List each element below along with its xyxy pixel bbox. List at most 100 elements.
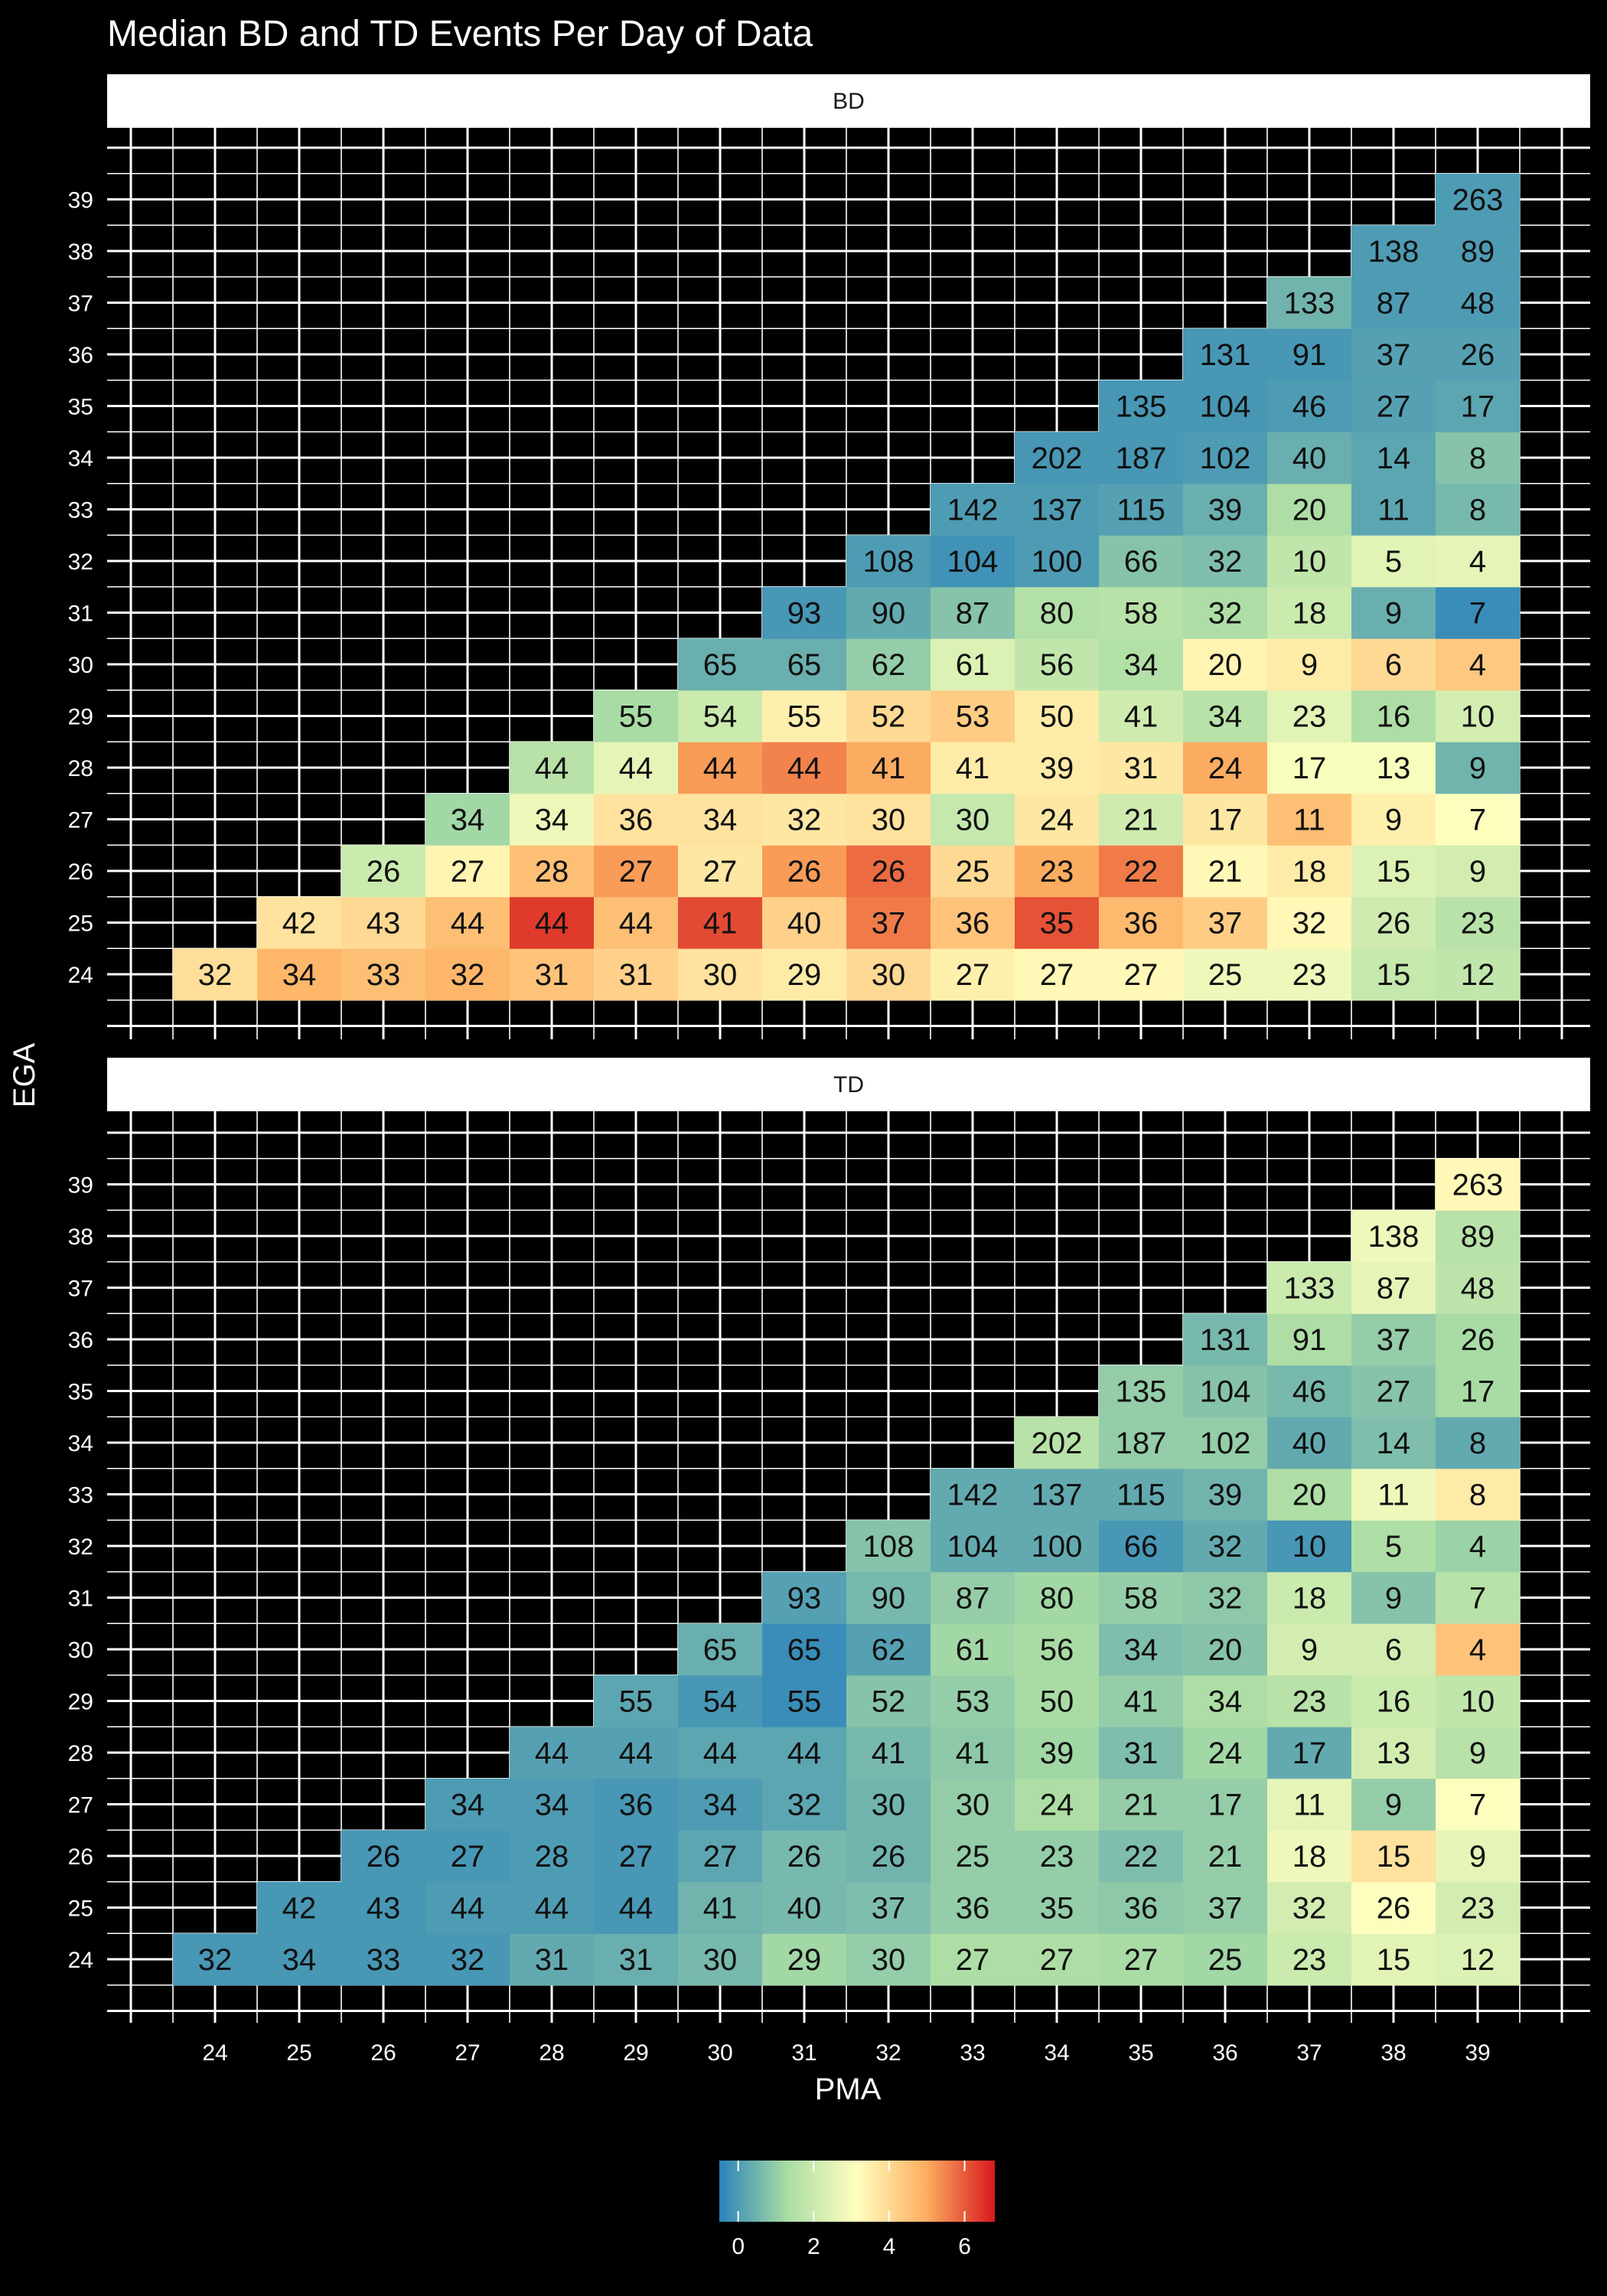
cell-label: 48: [1461, 287, 1495, 321]
cell-label: 80: [1040, 1582, 1074, 1616]
heatmap-cell: [1015, 535, 1100, 588]
cell-label: 9: [1385, 804, 1402, 837]
legend: 0 2 4 6: [719, 2161, 995, 2259]
heatmap-cell: [1099, 896, 1184, 949]
heatmap-cell: [1436, 1158, 1521, 1211]
heatmap-cell: [341, 1830, 426, 1883]
cell-label: 100: [1032, 1530, 1083, 1564]
heatmap-cell: [1436, 1933, 1521, 1986]
heatmap-cell: [1015, 845, 1100, 898]
heatmap-cell: [1183, 1933, 1268, 1986]
cell-label: 14: [1377, 1427, 1411, 1460]
cell-label: 4: [1469, 545, 1486, 579]
y-tick-label: 24: [68, 1948, 93, 1973]
heatmap-cell: [1351, 1830, 1436, 1883]
cell-label: 5: [1385, 545, 1402, 579]
cell-label: 263: [1452, 1169, 1504, 1202]
cell-label: 40: [787, 907, 822, 941]
heatmap-cell: [931, 483, 1015, 536]
cell-label: 41: [872, 1737, 906, 1770]
heatmap-cell: [1183, 896, 1268, 949]
y-tick-label: 27: [68, 808, 93, 833]
cell-label: 25: [1208, 958, 1243, 992]
cell-label: 40: [1292, 442, 1327, 475]
cell-label: 8: [1469, 494, 1486, 527]
heatmap-cell: [1015, 1520, 1100, 1573]
heatmap-cell: [425, 948, 510, 1001]
heatmap-cell: [1351, 638, 1436, 691]
cell-label: 26: [367, 855, 401, 889]
cell-label: 4: [1469, 1530, 1486, 1564]
cell-label: 138: [1368, 235, 1420, 269]
cell-label: 32: [787, 804, 822, 837]
heatmap-cell: [1436, 432, 1521, 484]
heatmap-cell: [678, 1675, 763, 1727]
legend-tick-label: 4: [883, 2234, 896, 2259]
cell-label: 22: [1124, 1840, 1159, 1874]
cell-label: 39: [1208, 1479, 1243, 1512]
cell-label: 56: [1040, 648, 1074, 682]
cell-label: 55: [619, 700, 654, 734]
heatmap-cell: [762, 1727, 847, 1779]
y-tick-label: 28: [68, 1741, 93, 1766]
heatmap-cell: [931, 1468, 1015, 1521]
cell-label: 16: [1377, 700, 1411, 734]
cell-label: 26: [787, 855, 822, 889]
heatmap-cell: [1267, 1468, 1352, 1521]
heatmap-cell: [1267, 845, 1352, 898]
cell-label: 27: [1124, 1943, 1159, 1977]
cell-label: 26: [787, 1840, 822, 1874]
heatmap-cell: [1436, 380, 1521, 432]
cell-label: 27: [1377, 390, 1411, 424]
heatmap-cell: [1267, 1830, 1352, 1883]
cell-label: 44: [619, 1737, 654, 1770]
heatmap-cell: [1351, 690, 1436, 742]
cell-label: 102: [1200, 1427, 1251, 1460]
cell-label: 37: [872, 907, 906, 941]
y-tick-label: 31: [68, 1587, 93, 1612]
heatmap-cell: [678, 896, 763, 949]
heatmap-cell: [931, 845, 1015, 898]
heatmap-cell: [341, 1881, 426, 1934]
heatmap-cell: [846, 1520, 931, 1573]
cell-label: 12: [1461, 1943, 1495, 1977]
y-tick-label: 24: [68, 963, 93, 988]
heatmap-cell: [1183, 586, 1268, 639]
cell-label: 42: [282, 907, 317, 941]
heatmap-cell: [1436, 845, 1521, 898]
heatmap-cell: [1351, 1520, 1436, 1573]
heatmap-cell: [762, 896, 847, 949]
cell-label: 7: [1469, 804, 1486, 837]
heatmap-cell: [678, 793, 763, 846]
heatmap-cell: [1351, 1933, 1436, 1986]
cell-label: 27: [619, 1840, 654, 1874]
cell-label: 50: [1040, 700, 1074, 734]
cell-label: 53: [956, 700, 990, 734]
heatmap-cell: [1099, 586, 1184, 639]
heatmap-cell: [931, 1830, 1015, 1883]
legend-colorbar: [719, 2161, 995, 2222]
cell-label: 41: [703, 907, 738, 941]
heatmap-cell: [425, 845, 510, 898]
heatmap-cell: [1099, 1623, 1184, 1676]
cell-label: 28: [535, 1840, 569, 1874]
cell-label: 44: [703, 752, 738, 785]
cell-label: 30: [872, 958, 906, 992]
cell-label: 32: [1208, 545, 1243, 579]
heatmap-cell: [1436, 586, 1521, 639]
heatmap-cell: [1436, 173, 1521, 226]
cell-label: 27: [703, 1840, 738, 1874]
heatmap-cell: [1015, 1468, 1100, 1521]
heatmap-cell: [425, 1933, 510, 1986]
cell-label: 21: [1208, 855, 1243, 889]
heatmap-cell: [594, 742, 679, 794]
heatmap-cell: [1015, 896, 1100, 949]
cell-label: 5: [1385, 1530, 1402, 1564]
heatmap-cell: [510, 1778, 595, 1831]
cell-label: 44: [451, 907, 485, 941]
heatmap-cell: [1351, 483, 1436, 536]
heatmap-cell: [1436, 1261, 1521, 1314]
cell-label: 142: [947, 494, 999, 527]
cell-label: 80: [1040, 597, 1074, 631]
